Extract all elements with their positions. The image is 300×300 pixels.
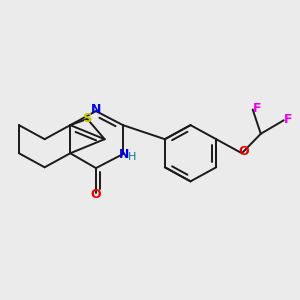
Text: O: O: [238, 146, 248, 158]
Text: N: N: [119, 148, 130, 160]
Text: F: F: [284, 113, 292, 126]
Text: O: O: [91, 188, 101, 201]
Text: H: H: [128, 152, 136, 162]
Text: S: S: [82, 112, 92, 125]
Text: F: F: [253, 102, 261, 115]
Text: N: N: [91, 103, 101, 116]
